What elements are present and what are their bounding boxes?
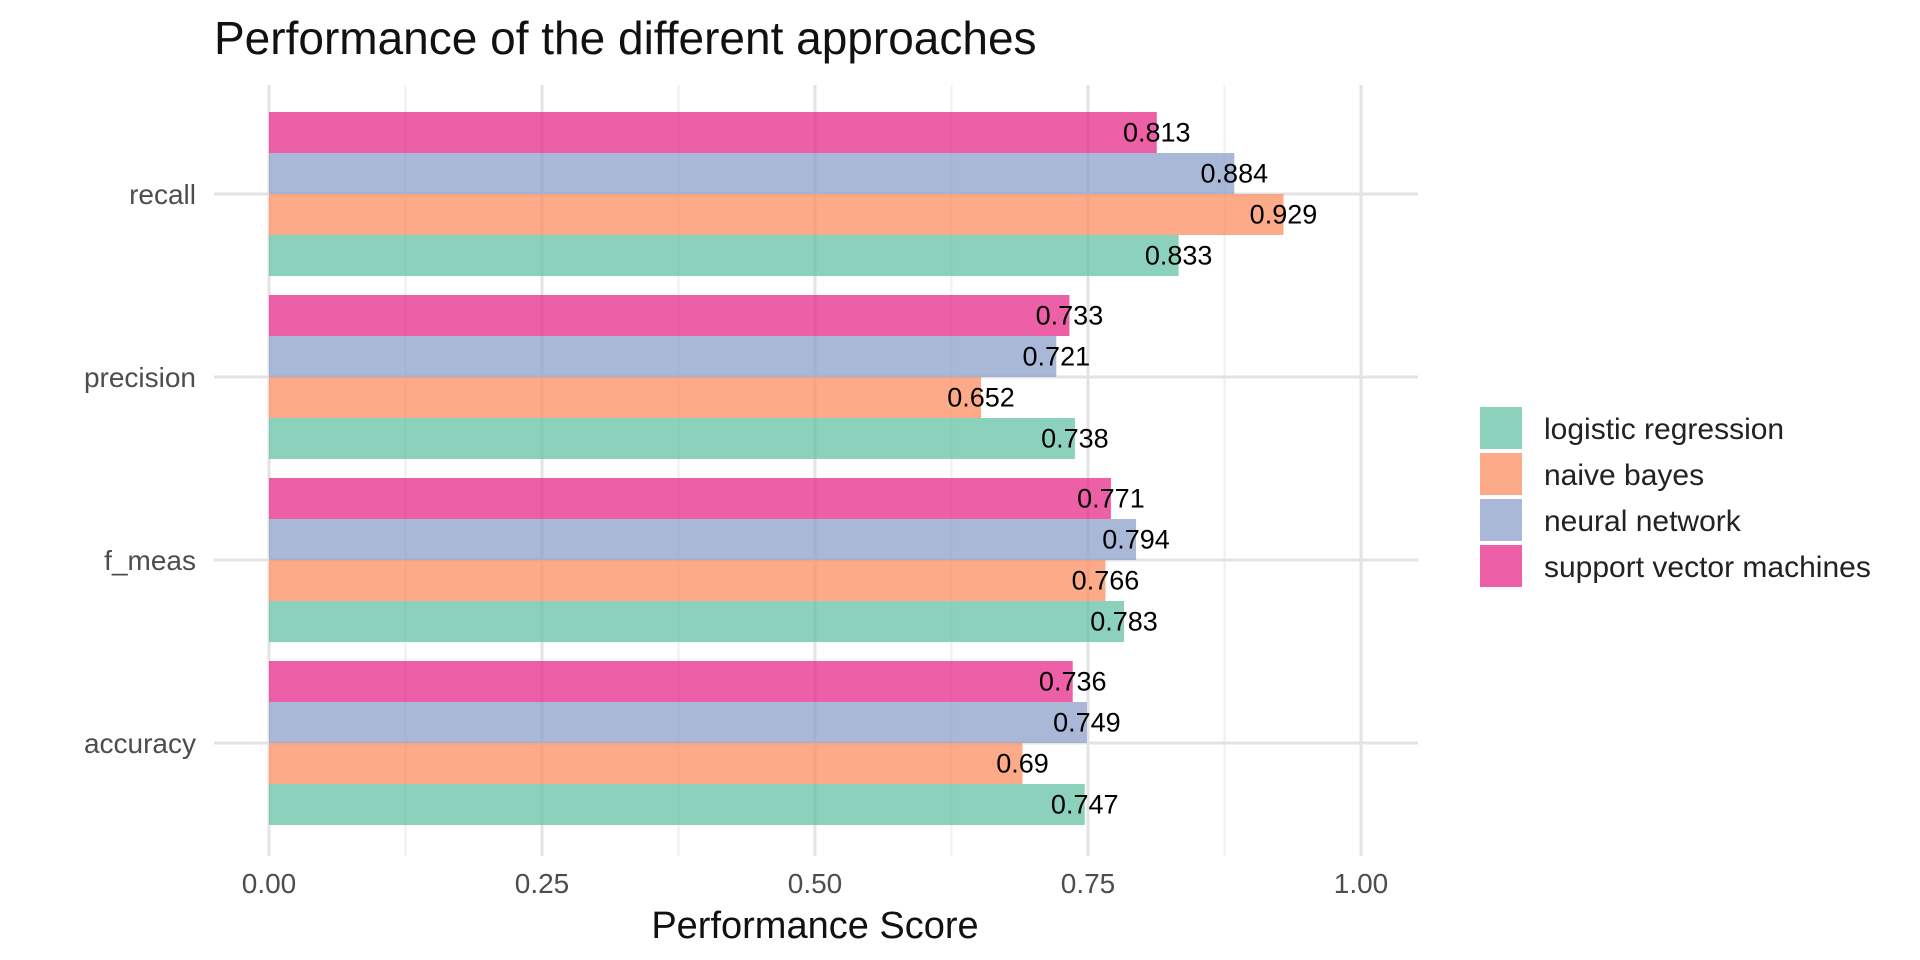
legend-label: naive bayes bbox=[1544, 459, 1704, 492]
bar-accuracy-naive-bayes bbox=[269, 743, 1023, 784]
x-tick-label: 0.50 bbox=[788, 868, 843, 899]
data-label: 0.721 bbox=[1023, 342, 1091, 372]
y-tick-label: precision bbox=[84, 362, 196, 393]
bar-f_meas-logistic-regression bbox=[269, 601, 1125, 642]
x-axis-title: Performance Score bbox=[651, 905, 978, 947]
bar-f_meas-neural-network bbox=[269, 519, 1137, 560]
legend-swatch bbox=[1480, 453, 1522, 495]
data-label: 0.813 bbox=[1123, 118, 1191, 148]
y-tick-label: f_meas bbox=[104, 545, 196, 576]
bar-precision-support-vector-machines bbox=[269, 295, 1070, 336]
legend-label: logistic regression bbox=[1544, 413, 1784, 446]
data-label: 0.747 bbox=[1051, 790, 1119, 820]
data-label: 0.738 bbox=[1041, 424, 1109, 454]
legend-swatch bbox=[1480, 499, 1522, 541]
x-axis: 0.00 0.25 0.50 0.75 1.00 bbox=[242, 868, 1389, 899]
legend: logistic regression naive bayes neural net… bbox=[1480, 407, 1871, 587]
x-tick-label: 0.25 bbox=[515, 868, 570, 899]
legend-label: support vector machines bbox=[1544, 551, 1871, 584]
legend-swatch bbox=[1480, 545, 1522, 587]
data-label: 0.749 bbox=[1053, 708, 1121, 738]
data-label: 0.794 bbox=[1102, 525, 1170, 555]
bar-recall-neural-network bbox=[269, 153, 1235, 194]
chart-title: Performance of the different approaches bbox=[214, 12, 1037, 64]
bar-precision-naive-bayes bbox=[269, 377, 981, 418]
data-label: 0.652 bbox=[947, 383, 1015, 413]
data-label: 0.833 bbox=[1145, 241, 1213, 271]
bar-accuracy-neural-network bbox=[269, 702, 1087, 743]
bar-recall-logistic-regression bbox=[269, 235, 1179, 276]
x-tick-label: 0.00 bbox=[242, 868, 297, 899]
bar-precision-logistic-regression bbox=[269, 418, 1075, 459]
y-tick-label: accuracy bbox=[84, 728, 196, 759]
bar-recall-naive-bayes bbox=[269, 194, 1284, 235]
bar-precision-neural-network bbox=[269, 336, 1057, 377]
data-label: 0.783 bbox=[1090, 607, 1158, 637]
bar-accuracy-support-vector-machines bbox=[269, 661, 1073, 702]
x-tick-label: 1.00 bbox=[1334, 868, 1389, 899]
data-label: 0.771 bbox=[1077, 484, 1145, 514]
data-label: 0.929 bbox=[1250, 200, 1318, 230]
bar-recall-support-vector-machines bbox=[269, 112, 1157, 153]
legend-label: neural network bbox=[1544, 505, 1742, 538]
legend-swatch bbox=[1480, 407, 1522, 449]
data-label: 0.736 bbox=[1039, 667, 1107, 697]
data-label: 0.884 bbox=[1201, 159, 1269, 189]
data-label: 0.766 bbox=[1072, 566, 1140, 596]
y-axis: recall precision f_meas accuracy bbox=[84, 179, 196, 759]
bar-f_meas-support-vector-machines bbox=[269, 478, 1111, 519]
data-label: 0.733 bbox=[1036, 301, 1104, 331]
bar-f_meas-naive-bayes bbox=[269, 560, 1106, 601]
bars bbox=[269, 112, 1284, 825]
x-tick-label: 0.75 bbox=[1061, 868, 1116, 899]
bar-accuracy-logistic-regression bbox=[269, 784, 1085, 825]
data-label: 0.69 bbox=[996, 749, 1049, 779]
y-tick-label: recall bbox=[129, 179, 196, 210]
data-labels: 0.833 0.929 0.884 0.813 0.738 0.652 0.721 0.733… bbox=[947, 118, 1317, 820]
